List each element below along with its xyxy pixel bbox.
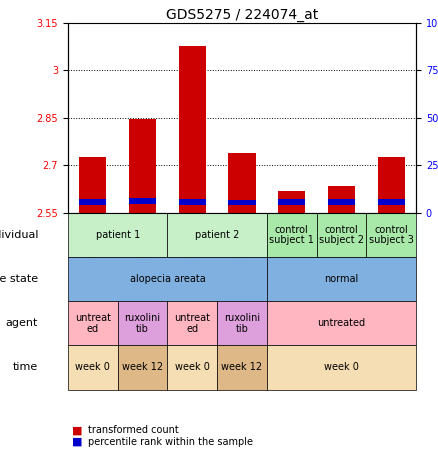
Bar [129,119,156,213]
Text: week 0: week 0 [324,362,359,372]
Bar [328,186,355,213]
Text: untreat
ed: untreat ed [174,313,210,334]
Text: patient 1: patient 1 [95,230,140,240]
Bar [118,301,167,345]
Bar [167,213,267,257]
Text: week 12: week 12 [222,362,262,372]
Text: untreat
ed: untreat ed [75,313,111,334]
Bar [68,257,267,301]
Text: ruxolini
tib: ruxolini tib [224,313,260,334]
Bar [167,345,217,390]
Bar [68,345,118,390]
Text: control
subject 1: control subject 1 [269,225,314,246]
Bar [118,345,167,390]
Text: week 0: week 0 [175,362,210,372]
Text: ruxolini
tib: ruxolini tib [124,313,161,334]
Title: GDS5275 / 224074_at: GDS5275 / 224074_at [166,8,318,22]
Bar [317,213,366,257]
Bar [68,213,167,257]
Bar [217,345,267,390]
Bar [378,199,405,205]
Bar [366,213,416,257]
Bar [79,157,106,213]
Text: week 12: week 12 [122,362,163,372]
Bar [378,157,405,213]
Text: control
subject 3: control subject 3 [369,225,413,246]
Text: ■: ■ [72,425,83,435]
Text: disease state: disease state [0,274,38,284]
Text: patient 2: patient 2 [195,230,239,240]
Bar [267,257,416,301]
Bar [278,199,305,205]
Bar [68,301,118,345]
Bar [267,301,416,345]
Bar [129,198,156,204]
Bar [79,199,106,205]
Text: agent: agent [6,318,38,328]
Text: percentile rank within the sample: percentile rank within the sample [88,437,253,447]
Bar [267,345,416,390]
Text: week 0: week 0 [75,362,110,372]
Text: untreated: untreated [318,318,366,328]
Bar [217,301,267,345]
Bar [179,199,206,205]
Bar [228,200,256,205]
Bar [267,213,317,257]
Bar [179,46,206,213]
Bar [278,191,305,213]
Text: individual: individual [0,230,38,240]
Text: transformed count: transformed count [88,425,178,435]
Bar [328,199,355,205]
Text: time: time [13,362,38,372]
Bar [228,153,256,213]
Text: control
subject 2: control subject 2 [319,225,364,246]
Text: normal: normal [325,274,359,284]
Text: ■: ■ [72,437,83,447]
Bar [167,301,217,345]
Text: alopecia areata: alopecia areata [130,274,205,284]
